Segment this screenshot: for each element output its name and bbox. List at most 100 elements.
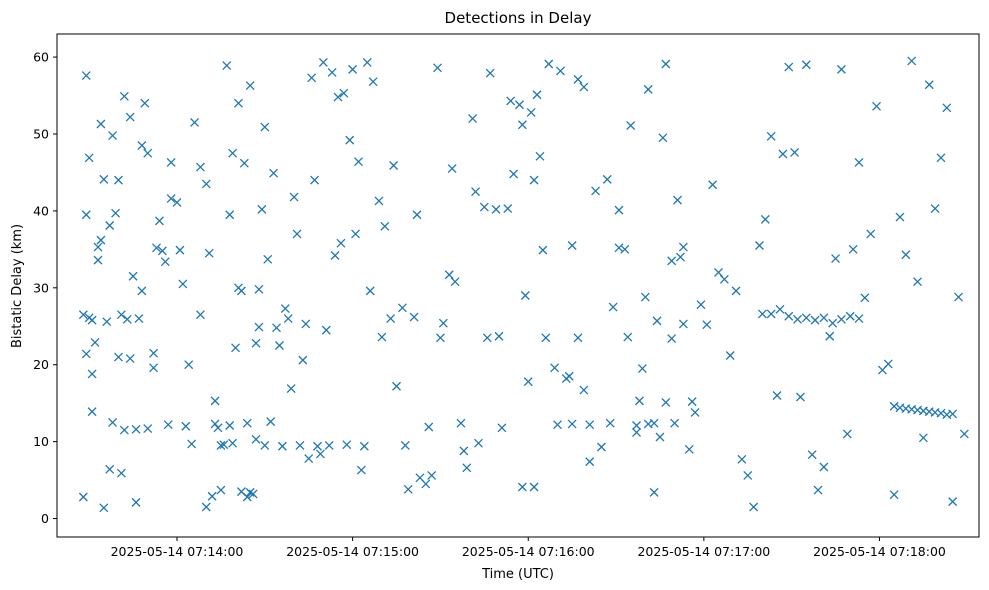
data-point xyxy=(635,396,644,406)
data-point xyxy=(330,251,340,260)
data-point xyxy=(263,254,273,264)
data-point xyxy=(286,384,296,394)
data-point xyxy=(702,320,712,330)
data-point xyxy=(658,133,668,143)
data-point xyxy=(114,175,123,185)
x-tick-label: 2025-05-14 07:18:00 xyxy=(813,544,946,559)
data-point xyxy=(801,60,811,70)
data-point xyxy=(99,503,109,513)
data-point xyxy=(907,56,917,66)
data-point xyxy=(143,424,153,434)
data-point xyxy=(225,421,235,430)
data-point xyxy=(251,338,261,348)
data-point xyxy=(122,314,132,324)
data-point xyxy=(555,66,565,76)
data-point xyxy=(471,187,481,197)
data-point xyxy=(673,195,682,205)
data-point xyxy=(99,174,109,184)
data-point xyxy=(93,242,103,252)
data-point xyxy=(295,441,305,450)
data-point xyxy=(620,244,630,254)
data-point xyxy=(254,284,264,294)
data-point xyxy=(503,204,513,214)
data-point xyxy=(342,440,352,450)
data-point xyxy=(579,82,589,92)
chart-title: Detections in Delay xyxy=(445,9,592,27)
data-point xyxy=(743,471,753,480)
x-tick-label: 2025-05-14 07:15:00 xyxy=(286,544,419,559)
data-point xyxy=(257,204,267,214)
data-point xyxy=(392,381,401,391)
data-point xyxy=(386,314,396,324)
data-point xyxy=(948,409,958,419)
data-point xyxy=(523,377,533,387)
data-point xyxy=(201,502,211,512)
data-point xyxy=(661,59,671,69)
data-point xyxy=(433,63,442,73)
data-point xyxy=(152,243,161,253)
data-point xyxy=(116,310,126,320)
data-point xyxy=(128,271,138,281)
data-point xyxy=(108,417,118,427)
data-point xyxy=(942,103,952,113)
data-point xyxy=(567,419,577,429)
y-tick-label: 40 xyxy=(33,203,49,218)
data-point xyxy=(234,98,243,108)
data-point xyxy=(119,91,129,101)
data-point xyxy=(105,464,115,474)
data-point xyxy=(517,482,527,492)
data-point xyxy=(623,332,633,342)
data-point xyxy=(585,457,595,467)
x-tick-label: 2025-05-14 07:16:00 xyxy=(462,544,595,559)
data-point xyxy=(810,315,820,325)
data-point xyxy=(632,421,642,430)
x-tick-label: 2025-05-14 07:17:00 xyxy=(637,544,770,559)
data-point xyxy=(459,446,469,456)
data-point xyxy=(178,279,188,289)
data-point xyxy=(731,286,741,296)
data-point xyxy=(541,333,551,343)
data-point xyxy=(889,490,899,500)
data-point xyxy=(438,318,448,328)
data-point xyxy=(661,397,671,407)
data-point xyxy=(280,304,290,314)
data-point xyxy=(895,212,905,222)
x-tick-label: 2025-05-14 07:14:00 xyxy=(111,544,244,559)
data-point xyxy=(553,420,562,430)
data-point xyxy=(184,360,194,370)
data-point xyxy=(87,315,97,325)
data-point xyxy=(784,311,794,321)
data-point xyxy=(412,210,422,220)
data-point xyxy=(790,147,800,157)
data-point xyxy=(643,84,653,94)
data-point xyxy=(125,354,135,364)
data-point xyxy=(866,229,876,239)
data-point xyxy=(854,157,864,167)
data-point xyxy=(491,204,501,214)
data-point xyxy=(283,314,293,324)
data-point xyxy=(924,80,934,90)
data-point xyxy=(462,463,472,473)
data-point xyxy=(307,73,317,83)
data-point xyxy=(260,122,270,132)
data-point xyxy=(78,492,88,502)
data-point xyxy=(954,292,963,302)
data-point xyxy=(913,277,922,287)
data-point xyxy=(277,441,287,451)
data-point xyxy=(936,408,946,418)
data-point xyxy=(719,274,729,284)
data-point xyxy=(567,241,577,250)
data-point xyxy=(544,59,554,69)
data-point xyxy=(497,423,507,433)
data-point xyxy=(842,429,852,439)
data-point xyxy=(119,425,129,435)
data-point xyxy=(389,161,399,170)
data-point xyxy=(251,434,261,444)
data-point xyxy=(585,420,595,430)
data-point xyxy=(468,114,478,124)
data-point xyxy=(409,312,419,322)
data-point xyxy=(131,497,141,507)
data-point xyxy=(684,444,694,454)
data-point xyxy=(231,343,241,353)
